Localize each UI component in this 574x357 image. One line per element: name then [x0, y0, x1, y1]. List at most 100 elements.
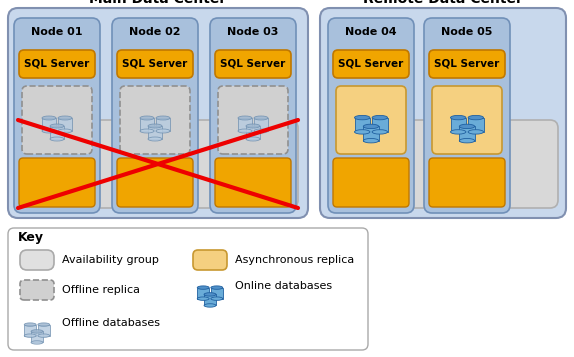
- FancyBboxPatch shape: [18, 120, 298, 208]
- FancyBboxPatch shape: [8, 8, 308, 218]
- FancyBboxPatch shape: [112, 18, 198, 213]
- Text: Node 02: Node 02: [129, 27, 181, 37]
- FancyBboxPatch shape: [215, 50, 291, 78]
- Text: Key: Key: [18, 231, 44, 245]
- FancyBboxPatch shape: [215, 158, 291, 207]
- Text: SQL Server: SQL Server: [220, 59, 286, 69]
- Text: SQL Server: SQL Server: [122, 59, 188, 69]
- Ellipse shape: [140, 129, 154, 133]
- FancyBboxPatch shape: [20, 250, 54, 270]
- Bar: [24, 325, 36, 336]
- Bar: [372, 117, 387, 132]
- Text: SQL Server: SQL Server: [24, 59, 90, 69]
- Ellipse shape: [156, 129, 170, 133]
- Ellipse shape: [58, 129, 72, 133]
- Ellipse shape: [238, 129, 252, 133]
- Ellipse shape: [451, 130, 466, 134]
- Ellipse shape: [246, 124, 260, 128]
- Bar: [211, 288, 223, 299]
- Text: Online databases: Online databases: [235, 281, 332, 291]
- FancyBboxPatch shape: [14, 18, 100, 213]
- Ellipse shape: [24, 323, 36, 326]
- Ellipse shape: [58, 116, 72, 120]
- FancyBboxPatch shape: [120, 86, 190, 154]
- FancyBboxPatch shape: [429, 50, 505, 78]
- FancyBboxPatch shape: [320, 8, 566, 218]
- FancyBboxPatch shape: [19, 158, 95, 207]
- Ellipse shape: [363, 124, 379, 129]
- Ellipse shape: [24, 334, 36, 337]
- Ellipse shape: [148, 124, 162, 128]
- Text: Node 04: Node 04: [345, 27, 397, 37]
- Ellipse shape: [363, 139, 379, 143]
- FancyBboxPatch shape: [333, 158, 409, 207]
- Text: SQL Server: SQL Server: [339, 59, 404, 69]
- FancyBboxPatch shape: [424, 18, 510, 213]
- FancyBboxPatch shape: [8, 228, 368, 350]
- Ellipse shape: [355, 115, 370, 120]
- Text: Node 05: Node 05: [441, 27, 492, 37]
- Bar: [140, 118, 154, 131]
- Ellipse shape: [459, 139, 475, 143]
- Ellipse shape: [42, 129, 56, 133]
- Text: Node 01: Node 01: [31, 27, 83, 37]
- Ellipse shape: [31, 341, 43, 344]
- Ellipse shape: [459, 124, 475, 129]
- Ellipse shape: [355, 130, 370, 134]
- Ellipse shape: [197, 297, 209, 300]
- Ellipse shape: [254, 116, 268, 120]
- FancyBboxPatch shape: [22, 86, 92, 154]
- Ellipse shape: [468, 115, 483, 120]
- FancyBboxPatch shape: [210, 18, 296, 213]
- Bar: [204, 295, 216, 306]
- Bar: [459, 126, 475, 141]
- FancyBboxPatch shape: [117, 50, 193, 78]
- FancyBboxPatch shape: [429, 158, 505, 207]
- Bar: [50, 126, 64, 139]
- Bar: [42, 118, 56, 131]
- FancyBboxPatch shape: [336, 86, 406, 154]
- Ellipse shape: [451, 115, 466, 120]
- Bar: [254, 118, 268, 131]
- Bar: [451, 117, 466, 132]
- Ellipse shape: [246, 137, 260, 141]
- Ellipse shape: [468, 130, 483, 134]
- Bar: [363, 126, 379, 141]
- Ellipse shape: [50, 137, 64, 141]
- Ellipse shape: [211, 286, 223, 289]
- FancyBboxPatch shape: [328, 18, 414, 213]
- Text: Offline replica: Offline replica: [62, 285, 140, 295]
- Bar: [38, 325, 50, 336]
- Ellipse shape: [42, 116, 56, 120]
- FancyBboxPatch shape: [193, 250, 227, 270]
- Text: Offline databases: Offline databases: [62, 318, 160, 328]
- Ellipse shape: [204, 293, 216, 296]
- Ellipse shape: [38, 323, 50, 326]
- FancyBboxPatch shape: [432, 86, 502, 154]
- FancyBboxPatch shape: [333, 50, 409, 78]
- Text: Asynchronous replica: Asynchronous replica: [235, 255, 354, 265]
- Bar: [58, 118, 72, 131]
- Text: Node 03: Node 03: [227, 27, 279, 37]
- Bar: [238, 118, 252, 131]
- Bar: [148, 126, 162, 139]
- Ellipse shape: [372, 115, 387, 120]
- Ellipse shape: [156, 116, 170, 120]
- Ellipse shape: [211, 297, 223, 300]
- FancyBboxPatch shape: [19, 50, 95, 78]
- Ellipse shape: [254, 129, 268, 133]
- FancyBboxPatch shape: [20, 280, 54, 300]
- Ellipse shape: [148, 137, 162, 141]
- Text: Availability group: Availability group: [62, 255, 159, 265]
- Ellipse shape: [238, 116, 252, 120]
- Text: Main Data Center: Main Data Center: [90, 0, 227, 6]
- Ellipse shape: [31, 330, 43, 333]
- Ellipse shape: [50, 124, 64, 128]
- Bar: [31, 331, 43, 342]
- Bar: [246, 126, 260, 139]
- Ellipse shape: [372, 130, 387, 134]
- Ellipse shape: [140, 116, 154, 120]
- Text: SQL Server: SQL Server: [435, 59, 499, 69]
- Ellipse shape: [204, 304, 216, 307]
- Bar: [156, 118, 170, 131]
